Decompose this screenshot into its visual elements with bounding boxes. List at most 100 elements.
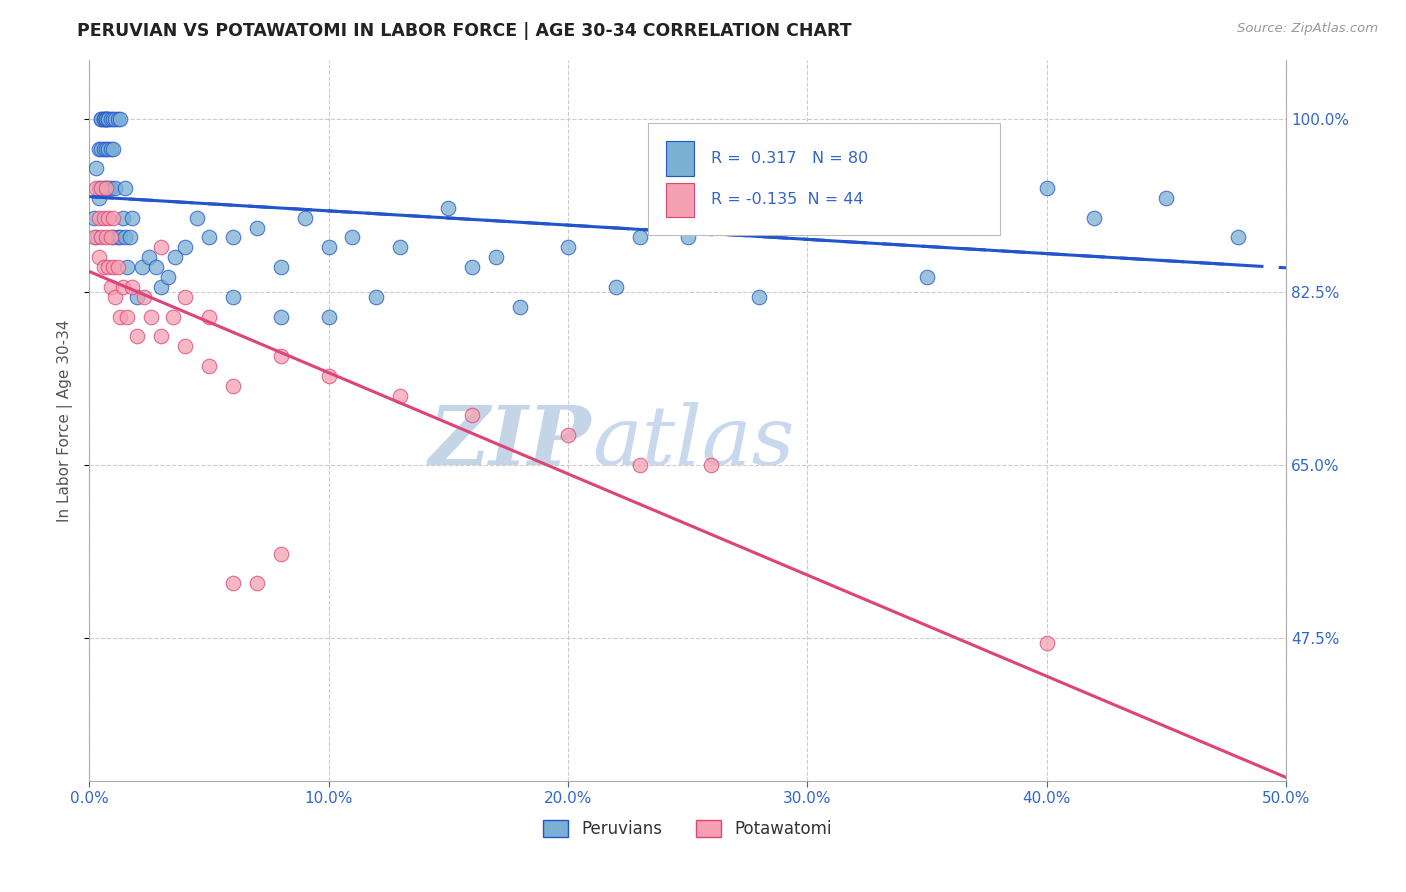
Point	[222, 378, 245, 392]
Point	[1035, 635, 1057, 649]
Point	[86, 230, 108, 244]
Point	[121, 211, 143, 225]
Point	[772, 201, 794, 215]
Point	[318, 240, 340, 254]
Point	[83, 230, 105, 244]
Point	[270, 260, 292, 274]
Point	[87, 250, 110, 264]
Point	[198, 310, 221, 324]
Point	[101, 112, 124, 126]
Legend: Peruvians, Potawatomi: Peruvians, Potawatomi	[537, 814, 838, 845]
Point	[165, 250, 187, 264]
Point	[97, 142, 120, 156]
Point	[104, 181, 127, 195]
Point	[389, 388, 412, 402]
Point	[222, 290, 245, 304]
Point	[891, 191, 914, 205]
Point	[557, 428, 579, 442]
Point	[700, 458, 723, 472]
Point	[107, 112, 129, 126]
Point	[93, 112, 115, 126]
Text: PERUVIAN VS POTAWATOMI IN LABOR FORCE | AGE 30-34 CORRELATION CHART: PERUVIAN VS POTAWATOMI IN LABOR FORCE | …	[77, 22, 852, 40]
Point	[87, 211, 110, 225]
Point	[222, 576, 245, 591]
Point	[100, 112, 122, 126]
Point	[131, 260, 153, 274]
Y-axis label: In Labor Force | Age 30-34: In Labor Force | Age 30-34	[58, 319, 73, 522]
Point	[93, 142, 115, 156]
Point	[628, 458, 651, 472]
Point	[101, 230, 124, 244]
Point	[157, 270, 180, 285]
Point	[94, 112, 117, 126]
Point	[186, 211, 208, 225]
Point	[1227, 230, 1250, 244]
Point	[86, 161, 108, 176]
Point	[134, 290, 156, 304]
Point	[117, 310, 139, 324]
Point	[162, 310, 184, 324]
Point	[318, 368, 340, 383]
Point	[748, 290, 770, 304]
Point	[107, 260, 129, 274]
Point	[107, 230, 129, 244]
Point	[125, 329, 148, 343]
Point	[174, 240, 197, 254]
Point	[1083, 211, 1105, 225]
Point	[141, 310, 163, 324]
Point	[820, 211, 842, 225]
Point	[270, 349, 292, 363]
Point	[117, 260, 139, 274]
Point	[83, 211, 105, 225]
Point	[461, 409, 484, 423]
Point	[97, 112, 120, 126]
Point	[342, 230, 364, 244]
Point	[125, 290, 148, 304]
Point	[1035, 181, 1057, 195]
Point	[145, 260, 167, 274]
Point	[270, 547, 292, 561]
Point	[90, 142, 112, 156]
Point	[149, 240, 172, 254]
Point	[100, 181, 122, 195]
Point	[100, 230, 122, 244]
Point	[557, 240, 579, 254]
Point	[97, 181, 120, 195]
Point	[94, 181, 117, 195]
Point	[509, 300, 531, 314]
Point	[94, 112, 117, 126]
Point	[100, 142, 122, 156]
Text: R = -0.135  N = 44: R = -0.135 N = 44	[711, 193, 863, 207]
Point	[198, 359, 221, 373]
Point	[246, 220, 269, 235]
Point	[90, 230, 112, 244]
Point	[86, 181, 108, 195]
Point	[104, 112, 127, 126]
Point	[101, 260, 124, 274]
Point	[149, 329, 172, 343]
Point	[246, 576, 269, 591]
Point	[100, 280, 122, 294]
Point	[138, 250, 160, 264]
Point	[605, 280, 627, 294]
Point	[111, 211, 134, 225]
Point	[97, 112, 120, 126]
Point	[97, 260, 120, 274]
Point	[118, 230, 141, 244]
Point	[87, 181, 110, 195]
Point	[97, 211, 120, 225]
Point	[110, 310, 132, 324]
Point	[174, 339, 197, 353]
Point	[111, 280, 134, 294]
Text: ZIP: ZIP	[429, 402, 592, 482]
Text: R =  0.317   N = 80: R = 0.317 N = 80	[711, 151, 868, 166]
Point	[963, 181, 986, 195]
Point	[87, 191, 110, 205]
Point	[915, 270, 938, 285]
Point	[700, 220, 723, 235]
Point	[90, 112, 112, 126]
Point	[389, 240, 412, 254]
Text: atlas: atlas	[592, 402, 794, 482]
Point	[90, 181, 112, 195]
Point	[94, 181, 117, 195]
